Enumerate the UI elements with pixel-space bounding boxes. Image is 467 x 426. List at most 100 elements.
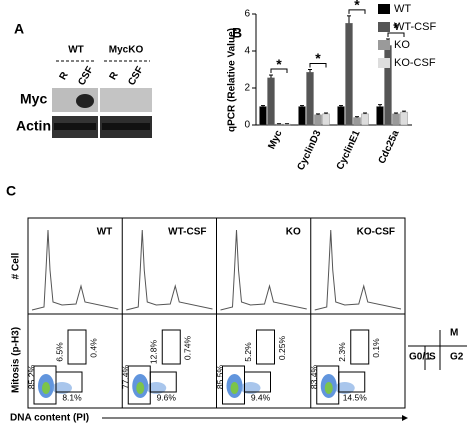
bar [376, 106, 384, 126]
histogram [31, 229, 119, 311]
bar [283, 123, 291, 126]
bar [337, 106, 345, 126]
gate [244, 371, 271, 393]
gate-percent: 85.5% [215, 365, 225, 390]
cell-cloud [146, 382, 167, 394]
histogram [314, 229, 402, 311]
bar [259, 106, 267, 126]
gate [256, 329, 275, 365]
arrow-head [402, 415, 408, 421]
gate-percent: 14.5% [343, 392, 368, 402]
significance: * [315, 50, 321, 66]
y-tick-label: 0 [244, 120, 250, 131]
band [76, 94, 94, 108]
y-axis-label: qPCR (Relative Value) [227, 28, 238, 132]
x-tick-label: Cdc25a [377, 128, 402, 165]
gate-percent: 0.25% [277, 336, 287, 361]
gate-percent: 2.3% [337, 342, 347, 362]
blot [100, 88, 152, 112]
significance-bracket [387, 32, 405, 37]
diagram-label: S [429, 352, 436, 363]
y-tick-label: 4 [244, 46, 250, 57]
gate [55, 371, 83, 393]
gate [149, 371, 177, 393]
diagram-label: G0/1 [409, 352, 431, 363]
gate-percent: 0.1% [371, 338, 381, 358]
gate-percent: 8.1% [62, 392, 82, 402]
gate-percent: 9.6% [157, 392, 177, 402]
bar [400, 111, 408, 126]
bar [392, 113, 400, 126]
panel-label: A [14, 21, 24, 37]
bar [345, 23, 353, 126]
lane-label: R [58, 70, 72, 82]
y-tick-label: 6 [244, 9, 250, 20]
significance-bracket [270, 68, 288, 74]
bar [267, 77, 275, 126]
bar [353, 117, 361, 126]
cell-cloud [334, 382, 355, 394]
gate-percent: 6.5% [54, 342, 64, 362]
legend-label: KO [394, 39, 410, 51]
bar-chart: 0 2 4 6 * Myc * CyclinD3 * CyclinE1 * Cdc25a WT WT-CS… [244, 0, 436, 172]
gate-percent: 83.4% [309, 365, 319, 390]
band [102, 123, 150, 130]
significance: * [354, 0, 360, 13]
y-axis-label: Mitosis (p-H3) [11, 327, 22, 393]
cell-cloud-core [136, 382, 145, 394]
cell-cloud [52, 382, 72, 394]
significance: * [393, 20, 399, 36]
condition-label: WT [97, 227, 113, 238]
gate [338, 371, 366, 393]
x-axis-label: DNA content (PI) [10, 413, 89, 424]
cell-cloud [240, 382, 261, 394]
group-label: WT [68, 45, 84, 56]
condition-label: KO-CSF [357, 227, 395, 238]
bar [322, 113, 330, 126]
bar [314, 114, 322, 126]
lane-label: CSF [126, 65, 146, 88]
diagram-label: G2 [450, 352, 464, 363]
lane-label: R [108, 70, 122, 82]
cell-cloud-core [230, 382, 239, 394]
legend-swatch [378, 58, 390, 68]
gate-percent: 77.4% [121, 365, 131, 390]
panel-label: C [6, 183, 16, 199]
legend-label: WT [394, 3, 411, 15]
histogram [126, 229, 213, 311]
diagram-label: M [450, 328, 458, 339]
histogram [220, 229, 307, 311]
condition-label: KO [286, 227, 301, 238]
gate [67, 329, 87, 365]
gate-percent: 12.8% [149, 340, 159, 365]
band [54, 123, 96, 130]
legend-swatch [378, 40, 390, 50]
gate-percent: 0.74% [183, 336, 193, 361]
bar [306, 72, 314, 126]
y-tick-label: 2 [244, 83, 250, 94]
flow-panels: WT 6.5% 0.4% 85.2% 8.1% WT-CSF 12.8% 0.74% 77.4%… [26, 218, 402, 408]
gate [161, 329, 181, 365]
legend-swatch [378, 22, 390, 32]
row-label: Myc [20, 91, 47, 107]
group-label: MycKO [109, 45, 144, 56]
bar [361, 113, 369, 126]
row-label: Actin [16, 118, 51, 134]
gate-percent: 85.2% [26, 365, 36, 390]
condition-label: WT-CSF [168, 227, 206, 238]
bar [275, 123, 283, 126]
y-axis-label: # Cell [11, 252, 22, 279]
x-tick-label: Myc [266, 128, 284, 151]
significance-bracket [309, 63, 327, 68]
legend-swatch [378, 4, 390, 14]
gate-percent: 9.4% [251, 392, 271, 402]
gate [350, 329, 370, 365]
gate-percent: 5.2% [243, 342, 253, 362]
x-tick-label: CyclinE1 [335, 128, 363, 171]
legend-label: KO-CSF [394, 57, 436, 69]
bar [384, 45, 392, 126]
cell-cloud-core [42, 382, 50, 394]
lane-label: CSF [76, 65, 96, 88]
gate-percent: 0.4% [88, 338, 98, 358]
